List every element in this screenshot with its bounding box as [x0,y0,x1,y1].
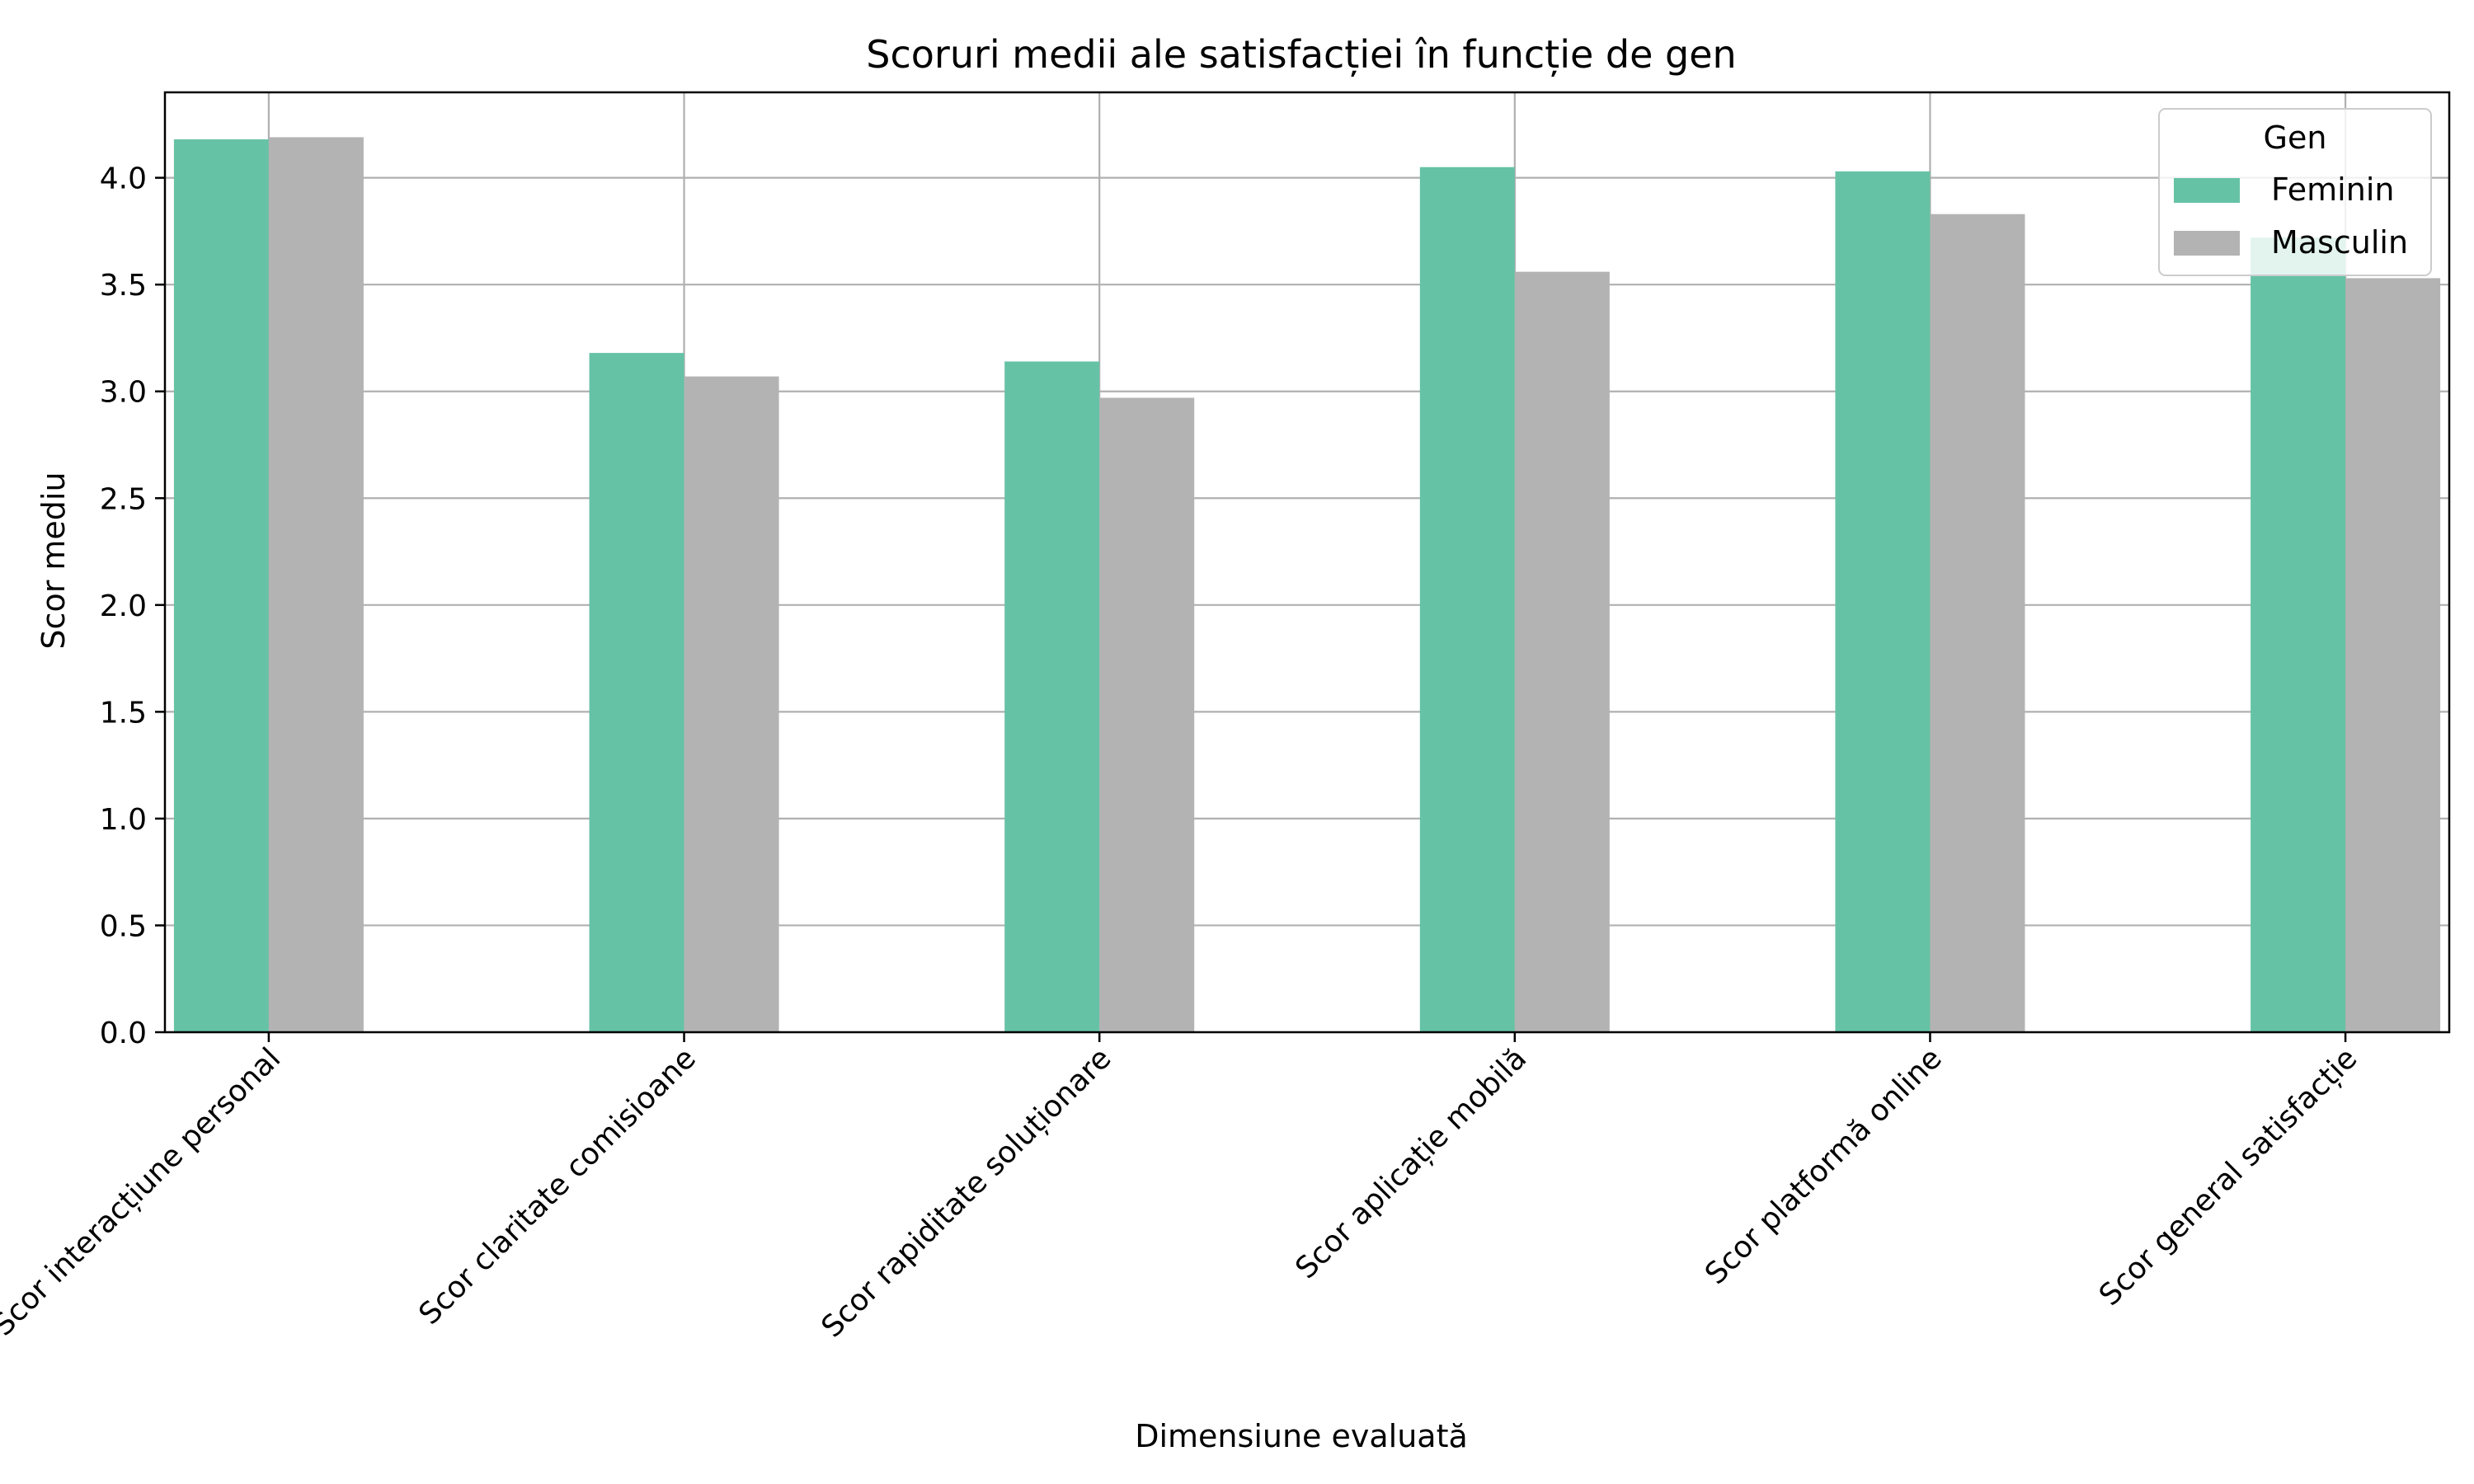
bars [173,137,2441,1033]
bar-masculin-4 [1930,214,2025,1032]
bar-masculin-5 [2345,278,2441,1033]
bar-feminin-3 [1419,167,1515,1032]
y-tick-label-4: 2.0 [100,589,147,623]
y-tick-label-8: 4.0 [100,162,147,196]
legend-label-masculin: Masculin [2271,224,2408,261]
legend-swatch-masculin [2174,231,2240,256]
y-tick-label-5: 2.5 [100,482,147,516]
legend: Gen Feminin Masculin [2158,108,2432,276]
plot-frame [163,91,2451,1034]
legend-label-feminin: Feminin [2271,171,2394,208]
bar-feminin-5 [2251,237,2346,1032]
x-axis-title: Dimensiune evaluată [1135,1418,1468,1454]
bar-masculin-1 [684,376,779,1032]
y-tick-label-7: 3.5 [100,269,147,303]
bar-masculin-0 [268,137,364,1033]
bar-feminin-2 [1004,361,1100,1032]
y-tick-label-3: 1.5 [100,696,147,730]
y-tick-label-0: 0.0 [100,1017,147,1050]
legend-swatch-feminin [2174,178,2240,203]
chart-title: Scoruri medii ale satisfacției în funcți… [866,32,1736,77]
y-axis-title: Scor mediu [35,472,72,649]
y-tick-label-1: 0.5 [100,909,147,943]
legend-title: Gen [2264,120,2327,156]
bar-masculin-2 [1099,397,1195,1032]
y-tick-label-6: 3.0 [100,376,147,410]
bar-feminin-4 [1835,171,1931,1032]
bar-feminin-1 [589,353,684,1032]
bar-feminin-0 [173,139,269,1032]
y-axis: 0.0 0.5 1.0 1.5 2.0 2.5 3.0 3.5 4.0 [100,162,165,1050]
bar-masculin-3 [1514,271,1610,1032]
y-tick-label-2: 1.0 [100,803,147,837]
